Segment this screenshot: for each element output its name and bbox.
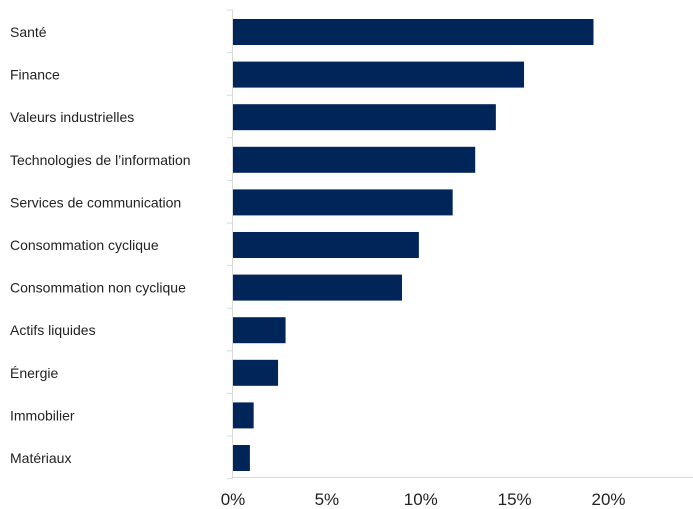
- bar: [233, 61, 525, 88]
- category-labels: Santé Finance Valeurs industrielles Technol…: [10, 24, 191, 466]
- category-label: Actifs liquides: [10, 322, 96, 338]
- category-label: Services de communication: [10, 194, 181, 210]
- bar: [233, 232, 419, 258]
- category-label: Santé: [10, 24, 47, 40]
- x-tick-label: 10%: [404, 490, 438, 509]
- category-label: Consommation non cyclique: [10, 280, 186, 296]
- x-tick-label: 5%: [315, 490, 340, 509]
- x-tick-label: 15%: [498, 490, 532, 509]
- category-label: Finance: [10, 67, 60, 83]
- x-tick-label: 0%: [221, 490, 246, 509]
- category-label: Consommation cyclique: [10, 237, 159, 253]
- bar: [233, 146, 476, 173]
- bar: [233, 19, 594, 45]
- axes-group: [227, 9, 693, 480]
- category-label: Matériaux: [10, 450, 71, 466]
- bar: [233, 317, 286, 344]
- bars-group: [233, 19, 594, 471]
- category-label: Technologies de l’information: [10, 152, 191, 168]
- bar: [233, 189, 453, 216]
- x-tick-label: 20%: [591, 490, 625, 509]
- category-label: Valeurs industrielles: [10, 109, 134, 125]
- category-label: Immobilier: [10, 407, 75, 423]
- bar: [233, 104, 496, 131]
- bar: [233, 402, 254, 429]
- bar: [233, 274, 402, 301]
- x-tick-labels: 0% 5% 10% 15% 20%: [221, 490, 626, 509]
- bar: [233, 359, 279, 386]
- category-label: Énergie: [10, 365, 58, 381]
- bar: [233, 445, 250, 471]
